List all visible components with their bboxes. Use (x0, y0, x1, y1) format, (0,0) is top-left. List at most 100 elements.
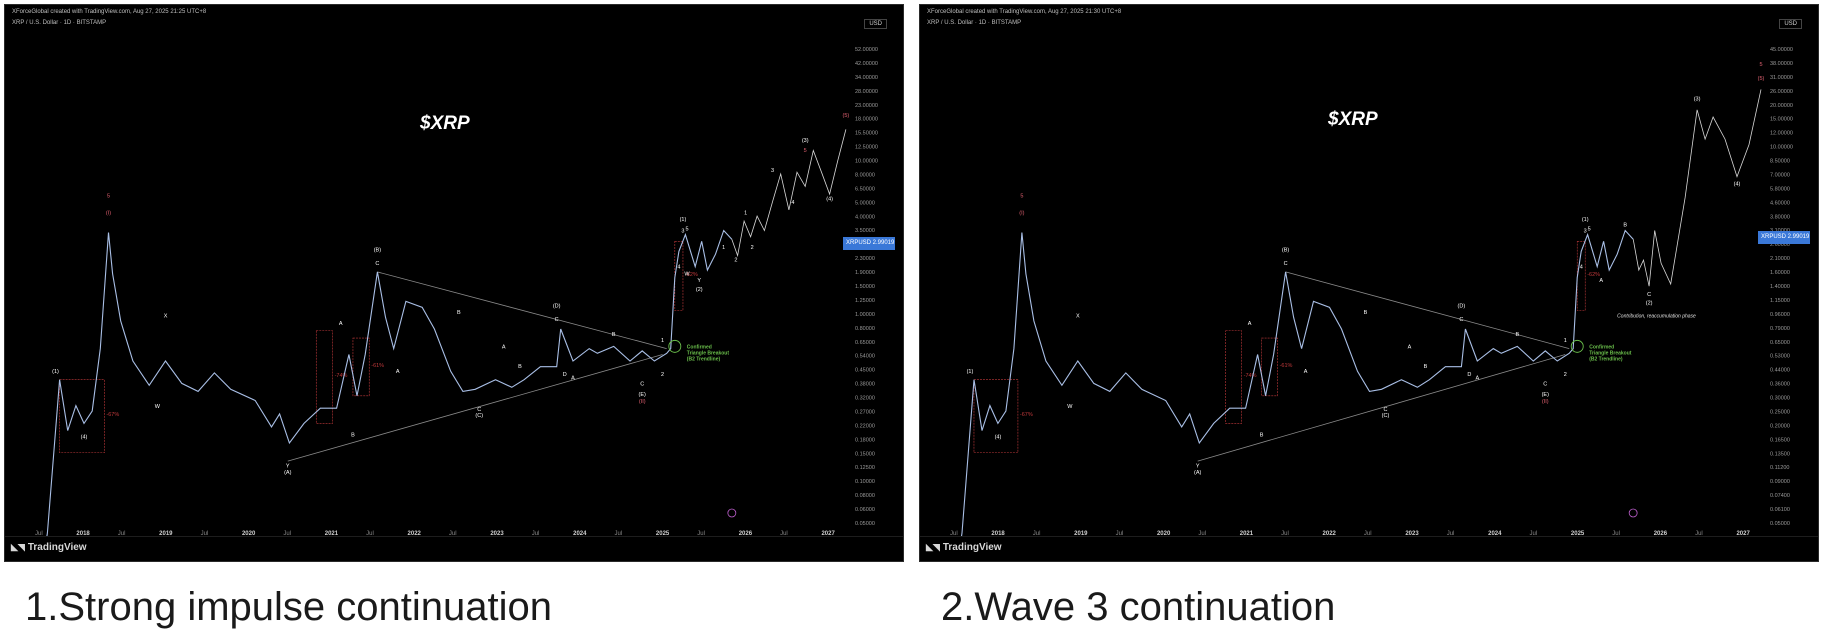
wave-label: 4 (791, 200, 794, 206)
wave-label: 1 (1564, 338, 1567, 344)
x-tick-label: Jul (35, 531, 43, 537)
wave-label: (4) (826, 196, 833, 202)
wave-label: (4) (81, 435, 88, 441)
wave-label: D (563, 372, 567, 378)
wave-label: (C) (1382, 413, 1390, 419)
wave-label: (II) (639, 399, 646, 405)
breakout-note: Triangle Breakout (687, 350, 730, 356)
y-tick-label: 0.30000 (1770, 396, 1790, 402)
wave-label: (1) (680, 217, 687, 223)
phase-note: Contribution, reaccumulation phase (1617, 313, 1696, 319)
y-tick-label: 0.65000 (1770, 340, 1790, 346)
wave-label: C (1284, 261, 1288, 267)
fib-retracement-box (315, 330, 333, 424)
current-price-tag: XRPUSD 2.99019 (1758, 231, 1810, 244)
currency-button[interactable]: USD (864, 19, 887, 29)
tradingview-logo[interactable]: ◣◥ TradingView (926, 542, 1002, 553)
x-tick-label: 2018 (76, 531, 90, 537)
y-tick-label: 7.00000 (1770, 172, 1790, 178)
fib-retracement-box (1576, 241, 1586, 311)
wave-label: C (375, 261, 379, 267)
y-tick-label: 15.50000 (855, 131, 878, 137)
wave-label: B (1515, 332, 1519, 338)
wave-label: (2) (1646, 300, 1653, 306)
x-tick-label: 2019 (1074, 531, 1088, 537)
tradingview-mark-icon: ◣◥ (11, 542, 25, 552)
wave-label: 1 (744, 210, 747, 216)
y-tick-label: 1.50000 (855, 284, 875, 290)
chart-panel-1: 52.00000 42.00000 34.00000 28.00000 23.00000… (4, 4, 904, 562)
x-tick-label: 2025 (1571, 531, 1585, 537)
y-tick-label: 0.07400 (1770, 493, 1790, 499)
x-tick-label: 2021 (1240, 531, 1254, 537)
x-tick-label: 2021 (325, 531, 339, 537)
wave-label: (1) (52, 369, 59, 375)
upper-trendline (377, 271, 667, 349)
drawdown-label: -62% (1587, 272, 1600, 278)
x-tick-label: 2027 (1736, 531, 1750, 537)
current-price-tag: XRPUSD 2.99019 (843, 237, 895, 250)
y-tick-label: 10.00000 (1770, 145, 1793, 151)
y-tick-label: 38.00000 (1770, 61, 1793, 67)
x-tick-label: Jul (697, 531, 705, 537)
wave-label: (C) (475, 413, 483, 419)
y-tick-label: 0.13500 (1770, 451, 1790, 457)
wave-label: W (1067, 404, 1073, 410)
wave-label: (II) (1542, 399, 1549, 405)
y-tick-label: 0.09000 (1770, 479, 1790, 485)
y-tick-label: 12.00000 (1770, 131, 1793, 137)
wave-label: D (1467, 372, 1471, 378)
wave-label: A (1599, 278, 1603, 284)
breakout-marker (1570, 339, 1584, 353)
y-tick-label: 0.32000 (855, 396, 875, 402)
y-tick-label: 0.20000 (1770, 423, 1790, 429)
wave-label: B (351, 433, 355, 439)
y-tick-label: 10.00000 (855, 159, 878, 165)
y-tick-label: 15.00000 (1770, 117, 1793, 123)
chart-title: $XRP (420, 113, 470, 134)
wave-label: B (1364, 310, 1368, 316)
x-tick-label: 2020 (1157, 531, 1171, 537)
x-tick-label: 2025 (656, 531, 670, 537)
price-chart-2[interactable]: 45.00000 38.00000 31.00000 26.00000 20.00000… (920, 5, 1819, 562)
x-tick-label: 2019 (159, 531, 173, 537)
y-tick-label: 0.44000 (1770, 368, 1790, 374)
x-tick-label: Jul (1116, 531, 1124, 537)
price-chart-1[interactable]: 52.0000042.0000034.0000028.0000023.00000… (5, 5, 904, 562)
price-line (42, 229, 733, 561)
y-tick-label: 2.30000 (855, 256, 875, 262)
breakout-note: Confirmed (1589, 344, 1614, 350)
drawdown-label: -61% (1280, 363, 1293, 369)
x-tick-label: Jul (201, 531, 209, 537)
symbol-label[interactable]: XRP / U.S. Dollar · 1D · BITSTAMP (927, 20, 1022, 26)
fib-retracement-box (973, 379, 1019, 454)
y-tick-label: 0.12500 (855, 465, 875, 471)
y-tick-label: 1.60000 (1770, 270, 1790, 276)
symbol-label[interactable]: XRP / U.S. Dollar · 1D · BITSTAMP (12, 20, 107, 26)
wave-label: 2 (661, 372, 664, 378)
y-tick-label: 2.10000 (1770, 256, 1790, 262)
event-flag-icon (1628, 508, 1638, 518)
price-line (957, 229, 1634, 561)
wave-label: C (555, 317, 559, 323)
tradingview-logo[interactable]: ◣◥ TradingView (11, 542, 87, 553)
y-tick-label: 0.08000 (855, 493, 875, 499)
x-tick-label: 2026 (1654, 531, 1668, 537)
breakout-note: Confirmed (687, 344, 712, 350)
x-tick-label: Jul (449, 531, 457, 537)
currency-button[interactable]: USD (1779, 19, 1802, 29)
wave-label: 3 (771, 168, 774, 174)
y-tick-label: 26.00000 (1770, 89, 1793, 95)
y-tick-label: 2.60000 (1770, 242, 1790, 248)
event-flag-icon (727, 508, 737, 518)
wave-label: C (1647, 292, 1651, 298)
x-tick-label: Jul (1364, 531, 1372, 537)
wave-label: (A) (1194, 470, 1202, 476)
breakout-marker (668, 339, 682, 353)
wave-label: Y (1196, 463, 1200, 469)
x-tick-label: Jul (366, 531, 374, 537)
wave-label: (D) (1458, 303, 1466, 309)
wave-label: X (164, 313, 168, 319)
wave-label: A (339, 321, 343, 327)
y-tick-label: 0.65000 (855, 340, 875, 346)
